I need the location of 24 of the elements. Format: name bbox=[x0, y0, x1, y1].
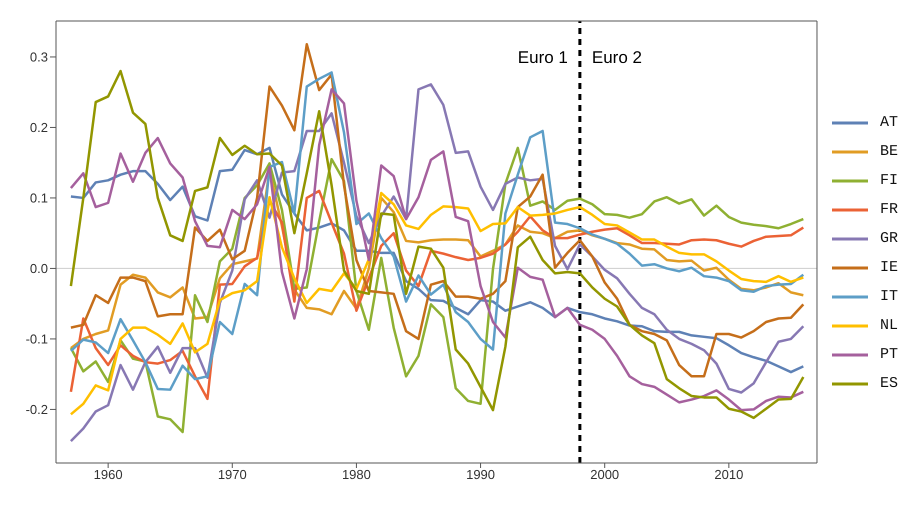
y-tick-label: -0.2 bbox=[26, 402, 48, 418]
legend-label: FI bbox=[880, 172, 898, 189]
y-tick-label: 0.1 bbox=[30, 190, 48, 206]
legend-label: ES bbox=[880, 375, 898, 392]
x-tick-label: 2000 bbox=[590, 467, 620, 482]
legend-label: IT bbox=[880, 288, 898, 305]
legend-label: NL bbox=[880, 317, 898, 334]
y-tick-label: 0.2 bbox=[30, 120, 48, 136]
legend-label: AT bbox=[880, 114, 898, 131]
legend-label: BE bbox=[880, 143, 898, 160]
x-tick-label: 2010 bbox=[714, 467, 744, 482]
y-tick-label: 0.0 bbox=[30, 261, 48, 276]
annotation: Euro 2 bbox=[592, 48, 642, 67]
x-tick-label: 1980 bbox=[342, 467, 371, 482]
x-tick-label: 1970 bbox=[218, 467, 247, 482]
legend-label: GR bbox=[880, 230, 898, 247]
x-tick-label: 1990 bbox=[466, 467, 496, 482]
x-tick-label: 1960 bbox=[94, 467, 123, 482]
legend-label: PT bbox=[880, 346, 898, 363]
y-tick-label: 0.3 bbox=[30, 50, 48, 65]
y-tick-label: -0.1 bbox=[26, 332, 48, 347]
legend-label: IE bbox=[880, 259, 898, 276]
annotation: Euro 1 bbox=[518, 48, 568, 67]
legend-label: FR bbox=[880, 201, 898, 218]
